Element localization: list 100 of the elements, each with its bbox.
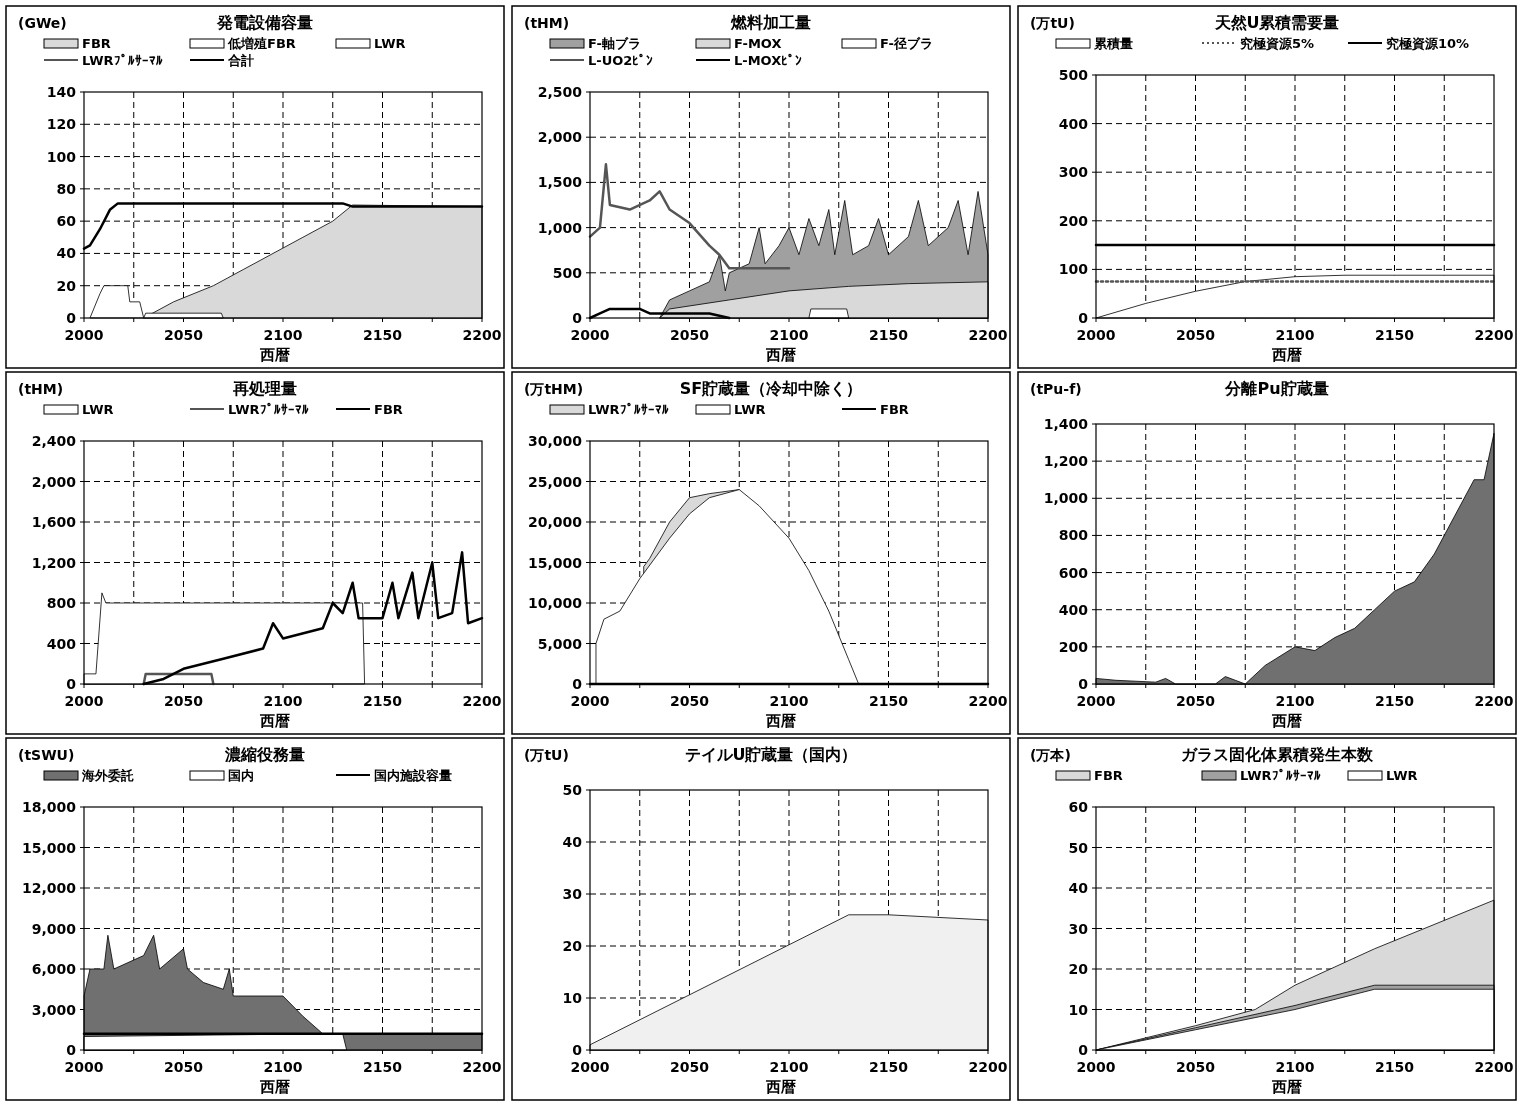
x-tick-label: 2100 <box>263 693 303 709</box>
x-tick-label: 2200 <box>1474 327 1514 343</box>
y-tick-label: 10,000 <box>527 595 583 611</box>
legend-item: LWRﾌﾟﾙｻｰﾏﾙ <box>549 402 669 417</box>
y-tick-label: 1,200 <box>31 554 77 571</box>
legend-item: FBR <box>1055 768 1123 783</box>
legend-label: LWRﾌﾟﾙｻｰﾏﾙ <box>588 402 669 417</box>
x-tick-label: 2150 <box>363 327 403 343</box>
y-tick-label: 5,000 <box>537 635 583 652</box>
x-tick-label: 2000 <box>64 327 104 343</box>
y-axis-title: (tPu-f) <box>1030 381 1082 397</box>
legend-label: FBR <box>374 402 403 417</box>
x-tick-label: 2000 <box>570 327 610 343</box>
y-axis-title: (万tHM) <box>524 381 584 397</box>
legend-item: F-径ブラ <box>841 36 933 51</box>
y-tick-label: 30 <box>562 886 583 902</box>
chart-title: 再処理量 <box>232 379 297 398</box>
chart-title: ガラス固化体累積発生本数 <box>1181 745 1374 764</box>
y-tick-label: 50 <box>562 782 583 798</box>
y-tick-label: 15,000 <box>21 839 77 856</box>
y-tick-label: 1,000 <box>537 219 583 236</box>
x-tick-label: 2050 <box>1176 327 1216 343</box>
x-tick-label: 2050 <box>1176 693 1216 709</box>
y-axis-title: (万tU) <box>524 747 569 763</box>
y-tick-label: 600 <box>1058 564 1089 581</box>
x-tick-label: 2050 <box>670 693 710 709</box>
legend-label: 合計 <box>227 53 254 68</box>
y-tick-label: 20 <box>56 277 77 294</box>
y-tick-label: 40 <box>1068 880 1089 896</box>
y-axis-title: (tHM) <box>524 15 570 31</box>
y-tick-label: 10 <box>1068 1001 1089 1018</box>
x-axis-title: 西暦 <box>259 346 290 364</box>
y-tick-label: 400 <box>1058 601 1089 618</box>
y-tick-label: 6,000 <box>31 961 77 977</box>
y-tick-label: 0 <box>572 1042 583 1058</box>
x-tick-label: 2150 <box>869 693 909 709</box>
legend-label: 低増殖FBR <box>227 36 296 51</box>
legend-item: FBR <box>43 36 111 51</box>
legend-label: 究極資源10% <box>1386 36 1470 51</box>
y-tick-label: 800 <box>1058 527 1089 544</box>
x-tick-label: 2150 <box>1375 1059 1415 1075</box>
x-tick-label: 2150 <box>1375 327 1415 343</box>
legend-label: LWR <box>374 36 406 51</box>
legend-item: LWRﾌﾟﾙｻｰﾏﾙ <box>189 402 309 417</box>
y-tick-label: 40 <box>562 834 583 850</box>
legend-label: LWR <box>1386 768 1418 783</box>
y-tick-label: 0 <box>66 676 77 692</box>
x-tick-label: 2050 <box>164 327 204 343</box>
legend-label: 国内 <box>228 768 254 783</box>
x-tick-label: 2050 <box>670 327 710 343</box>
x-tick-label: 2050 <box>164 693 204 709</box>
legend-item: L-MOXﾋﾟﾝ <box>695 53 803 68</box>
legend-label: 究極資源5% <box>1240 36 1315 51</box>
y-tick-label: 3,000 <box>31 1001 77 1018</box>
y-tick-label: 9,000 <box>31 920 77 937</box>
y-tick-label: 120 <box>46 116 77 133</box>
x-tick-label: 2100 <box>1275 327 1315 343</box>
x-tick-label: 2200 <box>968 693 1008 709</box>
legend-item: 国内施設容量 <box>335 768 452 783</box>
y-tick-label: 20,000 <box>527 514 583 530</box>
y-tick-label: 0 <box>66 1042 77 1058</box>
legend-label: LWR <box>82 402 114 417</box>
y-tick-label: 60 <box>56 213 77 230</box>
x-tick-label: 2150 <box>363 693 403 709</box>
legend-label: 国内施設容量 <box>374 768 452 783</box>
y-tick-label: 0 <box>572 676 583 692</box>
x-tick-label: 2000 <box>64 1059 104 1075</box>
legend-label: L-MOXﾋﾟﾝ <box>734 53 803 68</box>
y-tick-label: 20 <box>562 938 583 954</box>
x-tick-label: 2000 <box>1076 327 1116 343</box>
y-tick-label: 1,500 <box>537 174 583 191</box>
x-tick-label: 2150 <box>1375 693 1415 709</box>
chart-title: SF貯蔵量（冷却中除く） <box>679 379 863 398</box>
legend-item: FBR <box>841 402 909 417</box>
x-axis-title: 西暦 <box>1271 1078 1302 1096</box>
legend-item: 究極資源10% <box>1347 36 1470 51</box>
y-tick-label: 18,000 <box>21 799 77 815</box>
x-tick-label: 2000 <box>64 693 104 709</box>
x-tick-label: 2050 <box>1176 1059 1216 1075</box>
y-tick-label: 0 <box>572 310 583 326</box>
y-tick-label: 30,000 <box>527 433 583 449</box>
legend-item: FBR <box>335 402 403 417</box>
legend-item: 究極資源5% <box>1201 36 1315 51</box>
y-tick-label: 80 <box>56 180 77 197</box>
x-tick-label: 2050 <box>164 1059 204 1075</box>
x-tick-label: 2200 <box>1474 1059 1514 1075</box>
legend-label: FBR <box>880 402 909 417</box>
legend-item: F-軸ブラ <box>549 36 641 51</box>
x-tick-label: 2000 <box>570 693 610 709</box>
legend-label: LWR <box>734 402 766 417</box>
x-axis-title: 西暦 <box>259 1078 290 1096</box>
y-tick-label: 0 <box>1078 1042 1089 1058</box>
y-tick-label: 20 <box>1068 961 1089 977</box>
legend-item: F-MOX <box>695 36 782 51</box>
legend-item: 海外委託 <box>43 768 134 783</box>
legend-item: LWR <box>43 402 114 417</box>
legend-item: 累積量 <box>1055 36 1133 51</box>
legend-item: 低増殖FBR <box>189 36 296 51</box>
x-tick-label: 2000 <box>1076 693 1116 709</box>
x-tick-label: 2150 <box>363 1059 403 1075</box>
